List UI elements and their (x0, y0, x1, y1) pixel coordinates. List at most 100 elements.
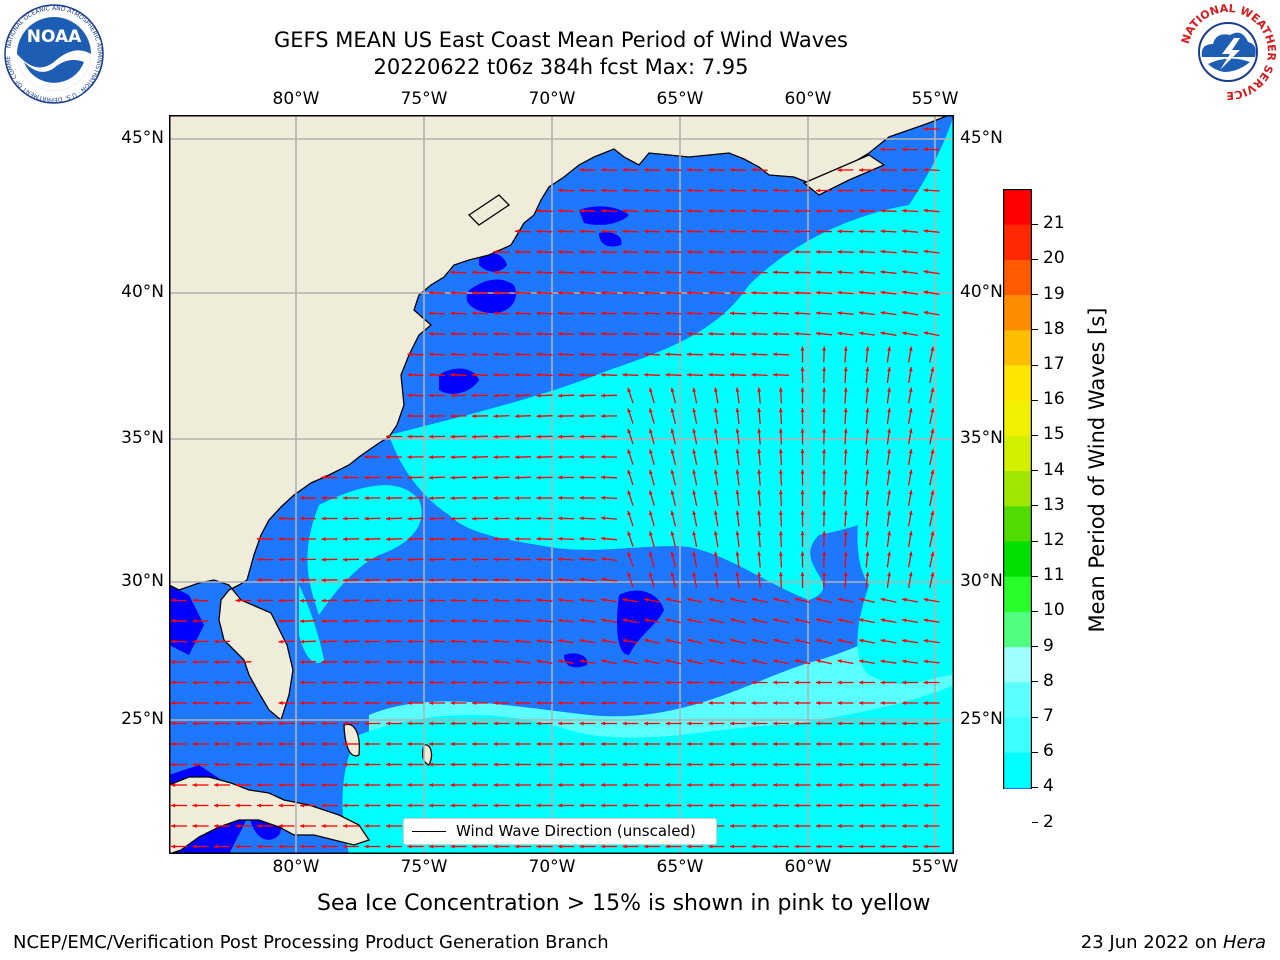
wind-wave-arrowhead (816, 803, 821, 808)
wind-wave-arrowhead (908, 469, 913, 474)
wind-wave-arrowhead (649, 551, 653, 557)
wind-wave-arrowhead (493, 516, 498, 521)
wind-wave-arrowhead (536, 229, 541, 234)
wind-wave-arrowhead (171, 660, 176, 664)
wind-wave-arrowhead (649, 428, 653, 434)
wind-wave-arrowhead (923, 844, 928, 849)
wind-wave-arrowhead (735, 531, 740, 536)
wind-wave-arrowhead (757, 490, 762, 495)
wind-wave-arrowhead (665, 721, 670, 726)
wind-wave-arrowhead (536, 659, 541, 664)
wind-wave-arrowhead (778, 408, 783, 413)
wind-wave-arrowhead (536, 762, 541, 767)
wind-wave-arrowhead (364, 701, 369, 705)
wind-wave-arrowhead (278, 578, 283, 582)
wind-wave-arrowhead (278, 762, 283, 767)
wind-wave-arrowhead (579, 495, 584, 500)
wind-wave-arrowhead (493, 783, 498, 787)
wind-wave-arrowhead (192, 844, 197, 849)
colorbar-tick-mark (1032, 575, 1038, 577)
wind-wave-arrowhead (930, 346, 935, 352)
wind-wave-arrowhead (386, 783, 391, 787)
wind-wave-arrowhead (278, 803, 283, 808)
colorbar-tick-mark (1032, 294, 1038, 296)
wind-wave-arrowhead (300, 495, 305, 500)
wind-wave-arrowhead (670, 510, 675, 516)
wind-wave-arrowhead (472, 783, 477, 787)
wind-wave-arrowhead (902, 803, 907, 808)
wind-wave-arrowhead (708, 597, 714, 602)
wind-wave-arrowhead (515, 762, 520, 767)
wind-wave-arrowhead (235, 824, 240, 828)
wind-wave-arrowhead (902, 290, 907, 295)
wind-wave-arrowhead (859, 597, 864, 602)
wind-wave-arrowhead (902, 270, 907, 274)
wind-wave-arrowhead (708, 249, 713, 254)
wind-wave-arrowhead (923, 310, 928, 315)
wind-wave-arrowhead (321, 639, 326, 644)
lon-label-bottom: 55°W (911, 857, 959, 877)
wind-wave-arrowhead (214, 742, 219, 746)
wind-wave-arrowhead (321, 742, 326, 746)
wind-wave-arrowhead (865, 449, 870, 454)
wind-wave-arrowhead (407, 393, 412, 398)
wind-wave-arrowhead (751, 290, 756, 295)
wind-wave-arrowhead (930, 490, 935, 495)
wind-wave-arrowhead (429, 290, 434, 295)
map-panel: Wind Wave Direction (unscaled) (168, 114, 954, 855)
wind-wave-arrowhead (579, 557, 584, 562)
wind-wave-arrowhead (837, 659, 842, 664)
wind-wave-arrowhead (880, 188, 885, 193)
wind-wave-arrowhead (930, 408, 935, 413)
wind-wave-arrowhead (407, 496, 412, 501)
wind-wave-arrowhead (364, 824, 369, 828)
wind-wave-arrowhead (837, 331, 842, 336)
colorbar-tick-mark (1032, 610, 1038, 613)
wind-wave-arrowhead (735, 572, 740, 577)
wind-wave-arrowhead (407, 619, 412, 623)
wind-wave-arrowhead (257, 742, 262, 746)
wind-wave-arrowhead (579, 249, 584, 254)
wind-wave-arrowhead (837, 597, 843, 602)
wind-wave-arrowhead (670, 551, 675, 557)
wind-wave-arrowhead (627, 428, 632, 434)
wind-wave-arrowhead (649, 469, 653, 475)
wind-wave-arrowhead (386, 516, 391, 521)
colorbar-tick-label: 13 (1043, 494, 1065, 515)
wind-wave-arrowhead (880, 249, 885, 254)
wind-wave-arrowhead (407, 434, 412, 439)
wind-wave-arrowhead (865, 346, 870, 351)
wind-wave-arrowhead (472, 475, 477, 480)
wind-wave-arrowhead (321, 844, 326, 849)
wind-wave-arrowhead (908, 572, 913, 577)
wind-wave-arrowhead (908, 551, 913, 556)
wind-wave-arrowhead (407, 516, 412, 521)
wind-wave-arrowhead (622, 638, 627, 643)
wind-wave-arrowhead (343, 557, 348, 562)
wind-wave-arrowhead (536, 352, 541, 357)
wind-wave-arrowhead (887, 346, 891, 351)
wind-wave-arrowhead (859, 618, 864, 623)
wind-wave-arrowhead (450, 393, 455, 398)
wind-wave-arrowhead (171, 824, 176, 828)
wind-wave-arrowhead (880, 597, 885, 602)
wind-wave-arrowhead (665, 188, 670, 193)
wind-wave-arrowhead (930, 449, 935, 454)
wind-wave-arrowhead (757, 510, 762, 515)
wind-wave-arrowhead (278, 598, 283, 603)
wind-wave-arrowhead (429, 762, 434, 767)
wind-wave-arrowhead (730, 208, 735, 213)
wind-wave-arrowhead (923, 659, 928, 664)
wind-wave-arrowhead (773, 372, 778, 377)
wind-wave-arrowhead (644, 188, 649, 193)
wind-wave-arrowhead (692, 510, 697, 515)
wind-wave-arrowhead (730, 844, 735, 849)
wind-wave-arrowhead (665, 638, 671, 643)
wind-wave-arrowhead (622, 352, 627, 357)
wind-wave-arrowhead (601, 475, 606, 480)
wind-wave-arrowhead (794, 311, 799, 316)
wind-wave-arrowhead (601, 352, 606, 357)
wind-wave-arrowhead (794, 803, 799, 808)
wind-wave-arrowhead (887, 572, 891, 577)
wind-wave-arrowhead (558, 188, 563, 193)
